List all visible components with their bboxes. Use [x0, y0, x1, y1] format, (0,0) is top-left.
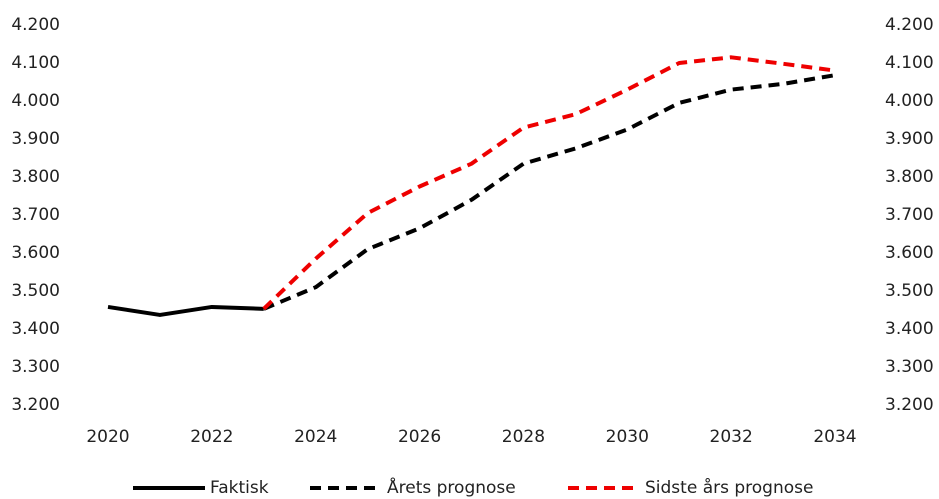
- y-tick-label: 4.000: [11, 91, 60, 111]
- y-tick-label: 3.700: [11, 205, 60, 225]
- y-tick-label: 3.300: [11, 357, 60, 377]
- x-tick-label: 2028: [502, 427, 545, 447]
- y-tick-label: 4.200: [11, 15, 60, 35]
- y2-tick-label: 3.300: [885, 357, 934, 377]
- y2-tick-label: 3.600: [885, 243, 934, 263]
- series-line: [263, 73, 836, 311]
- y2-tick-label: 4.100: [885, 53, 934, 73]
- y-tick-label: 3.800: [11, 167, 60, 187]
- y-tick-label: 3.600: [11, 243, 60, 263]
- x-tick-label: 2032: [710, 427, 753, 447]
- y2-tick-label: 4.200: [885, 15, 934, 35]
- legend-label: Sidste års prognose: [645, 477, 813, 498]
- y-tick-label: 4.100: [11, 53, 60, 73]
- x-tick-label: 2026: [398, 427, 441, 447]
- legend-label: Årets prognose: [387, 476, 516, 498]
- y-tick-label: 3.200: [11, 395, 60, 415]
- x-tick-label: 2030: [606, 427, 649, 447]
- y2-tick-label: 3.800: [885, 167, 934, 187]
- y-tick-label: 3.900: [11, 129, 60, 149]
- y2-tick-label: 3.200: [885, 395, 934, 415]
- y-tick-label: 3.400: [11, 319, 60, 339]
- y2-tick-label: 4.000: [885, 91, 934, 111]
- legend-label: Faktisk: [210, 478, 269, 498]
- y2-tick-label: 3.900: [885, 129, 934, 149]
- y-tick-label: 3.500: [11, 281, 60, 301]
- series-line: [262, 55, 836, 311]
- y2-tick-label: 3.400: [885, 319, 934, 339]
- y2-tick-label: 3.500: [885, 281, 934, 301]
- x-tick-label: 2024: [294, 427, 337, 447]
- x-tick-label: 2034: [813, 427, 856, 447]
- x-tick-label: 2020: [86, 427, 129, 447]
- series-line: [107, 304, 264, 317]
- x-tick-label: 2022: [190, 427, 233, 447]
- y2-tick-label: 3.700: [885, 205, 934, 225]
